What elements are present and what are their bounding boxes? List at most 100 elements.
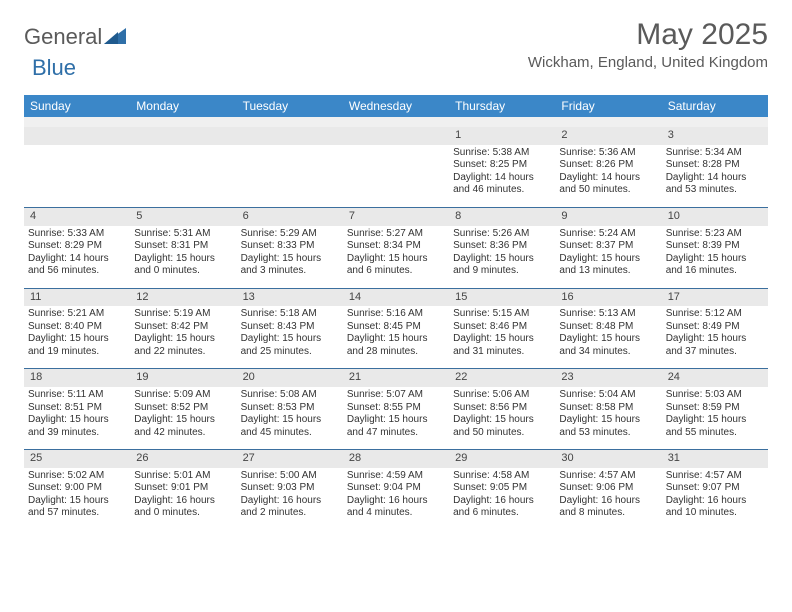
sunrise-line: Sunrise: 5:13 AM [559,308,657,321]
weekday-header: Wednesday [343,95,449,117]
daylight-line: Daylight: 15 hours and 50 minutes. [453,414,551,439]
weekday-header-row: Sunday Monday Tuesday Wednesday Thursday… [24,95,768,117]
day-info-cell: Sunrise: 5:33 AMSunset: 8:29 PMDaylight:… [24,226,130,288]
brand-triangle-icon [104,26,126,49]
sunrise-line: Sunrise: 5:34 AM [666,147,764,160]
sunrise-line: Sunrise: 5:04 AM [559,389,657,402]
daylight-line: Daylight: 15 hours and 37 minutes. [666,333,764,358]
weekday-header: Thursday [449,95,555,117]
sunset-line: Sunset: 8:36 PM [453,240,551,253]
day-info-cell: Sunrise: 5:06 AMSunset: 8:56 PMDaylight:… [449,387,555,449]
day-info-cell: Sunrise: 5:38 AMSunset: 8:25 PMDaylight:… [449,145,555,207]
sunrise-line: Sunrise: 5:38 AM [453,147,551,160]
sunset-line: Sunset: 8:53 PM [241,402,339,415]
daylight-line: Daylight: 16 hours and 8 minutes. [559,495,657,520]
sunrise-line: Sunrise: 5:09 AM [134,389,232,402]
sunset-line: Sunset: 8:39 PM [666,240,764,253]
week-daynum-row: 45678910 [24,207,768,226]
day-info-cell: Sunrise: 5:02 AMSunset: 9:00 PMDaylight:… [24,468,130,530]
sunrise-line: Sunrise: 4:58 AM [453,470,551,483]
day-info-cell: Sunrise: 5:21 AMSunset: 8:40 PMDaylight:… [24,306,130,368]
day-info-cell: Sunrise: 5:18 AMSunset: 8:43 PMDaylight:… [237,306,343,368]
daylight-line: Daylight: 15 hours and 0 minutes. [134,253,232,278]
week-info-row: Sunrise: 5:11 AMSunset: 8:51 PMDaylight:… [24,387,768,449]
sunrise-line: Sunrise: 4:57 AM [666,470,764,483]
sunset-line: Sunset: 8:52 PM [134,402,232,415]
week-daynum-row: 25262728293031 [24,449,768,468]
sunset-line: Sunset: 9:06 PM [559,482,657,495]
day-info-cell: Sunrise: 5:03 AMSunset: 8:59 PMDaylight:… [662,387,768,449]
month-title: May 2025 [528,18,768,52]
day-number-cell: 1 [449,127,555,145]
sunset-line: Sunset: 8:45 PM [347,321,445,334]
day-number-cell [237,127,343,145]
daylight-line: Daylight: 15 hours and 57 minutes. [28,495,126,520]
sunset-line: Sunset: 9:05 PM [453,482,551,495]
daylight-line: Daylight: 15 hours and 45 minutes. [241,414,339,439]
day-number-cell: 11 [24,289,130,307]
weekday-header: Monday [130,95,236,117]
day-number-cell: 14 [343,289,449,307]
sunset-line: Sunset: 8:25 PM [453,159,551,172]
day-number-cell: 6 [237,208,343,226]
sunset-line: Sunset: 8:37 PM [559,240,657,253]
sunset-line: Sunset: 8:55 PM [347,402,445,415]
day-info-cell: Sunrise: 5:34 AMSunset: 8:28 PMDaylight:… [662,145,768,207]
day-number-cell: 15 [449,289,555,307]
weekday-header: Friday [555,95,661,117]
sunset-line: Sunset: 8:49 PM [666,321,764,334]
weekday-header: Tuesday [237,95,343,117]
sunrise-line: Sunrise: 5:16 AM [347,308,445,321]
location-subtitle: Wickham, England, United Kingdom [528,54,768,71]
sunrise-line: Sunrise: 5:06 AM [453,389,551,402]
day-number-cell: 30 [555,450,661,468]
day-number-cell: 21 [343,369,449,387]
sunset-line: Sunset: 8:42 PM [134,321,232,334]
calendar: Sunday Monday Tuesday Wednesday Thursday… [24,95,768,530]
sunrise-line: Sunrise: 5:24 AM [559,228,657,241]
daylight-line: Daylight: 15 hours and 34 minutes. [559,333,657,358]
daylight-line: Daylight: 15 hours and 13 minutes. [559,253,657,278]
sunrise-line: Sunrise: 5:19 AM [134,308,232,321]
day-info-cell [24,145,130,207]
day-info-cell: Sunrise: 5:01 AMSunset: 9:01 PMDaylight:… [130,468,236,530]
sunrise-line: Sunrise: 5:12 AM [666,308,764,321]
daylight-line: Daylight: 14 hours and 50 minutes. [559,172,657,197]
week-info-row: Sunrise: 5:33 AMSunset: 8:29 PMDaylight:… [24,226,768,288]
sunset-line: Sunset: 9:01 PM [134,482,232,495]
day-info-cell: Sunrise: 5:16 AMSunset: 8:45 PMDaylight:… [343,306,449,368]
day-number-cell: 2 [555,127,661,145]
daylight-line: Daylight: 15 hours and 55 minutes. [666,414,764,439]
day-number-cell: 7 [343,208,449,226]
sunset-line: Sunset: 8:40 PM [28,321,126,334]
day-number-cell: 29 [449,450,555,468]
day-number-cell: 18 [24,369,130,387]
day-number-cell: 13 [237,289,343,307]
day-info-cell: Sunrise: 5:04 AMSunset: 8:58 PMDaylight:… [555,387,661,449]
sunset-line: Sunset: 9:07 PM [666,482,764,495]
day-number-cell [130,127,236,145]
day-info-cell: Sunrise: 5:00 AMSunset: 9:03 PMDaylight:… [237,468,343,530]
day-info-cell: Sunrise: 4:59 AMSunset: 9:04 PMDaylight:… [343,468,449,530]
weeks-container: 123Sunrise: 5:38 AMSunset: 8:25 PMDaylig… [24,127,768,530]
day-number-cell: 24 [662,369,768,387]
sunrise-line: Sunrise: 5:27 AM [347,228,445,241]
sunset-line: Sunset: 8:51 PM [28,402,126,415]
sunset-line: Sunset: 8:31 PM [134,240,232,253]
day-number-cell: 4 [24,208,130,226]
day-info-cell: Sunrise: 5:27 AMSunset: 8:34 PMDaylight:… [343,226,449,288]
sunrise-line: Sunrise: 5:31 AM [134,228,232,241]
sunset-line: Sunset: 8:48 PM [559,321,657,334]
daylight-line: Daylight: 15 hours and 39 minutes. [28,414,126,439]
day-info-cell: Sunrise: 5:19 AMSunset: 8:42 PMDaylight:… [130,306,236,368]
daylight-line: Daylight: 16 hours and 0 minutes. [134,495,232,520]
day-info-cell: Sunrise: 5:26 AMSunset: 8:36 PMDaylight:… [449,226,555,288]
sunrise-line: Sunrise: 5:11 AM [28,389,126,402]
day-info-cell [343,145,449,207]
daylight-line: Daylight: 15 hours and 16 minutes. [666,253,764,278]
sunrise-line: Sunrise: 5:07 AM [347,389,445,402]
day-info-cell: Sunrise: 5:13 AMSunset: 8:48 PMDaylight:… [555,306,661,368]
daylight-line: Daylight: 16 hours and 4 minutes. [347,495,445,520]
day-info-cell: Sunrise: 5:29 AMSunset: 8:33 PMDaylight:… [237,226,343,288]
sunrise-line: Sunrise: 4:59 AM [347,470,445,483]
